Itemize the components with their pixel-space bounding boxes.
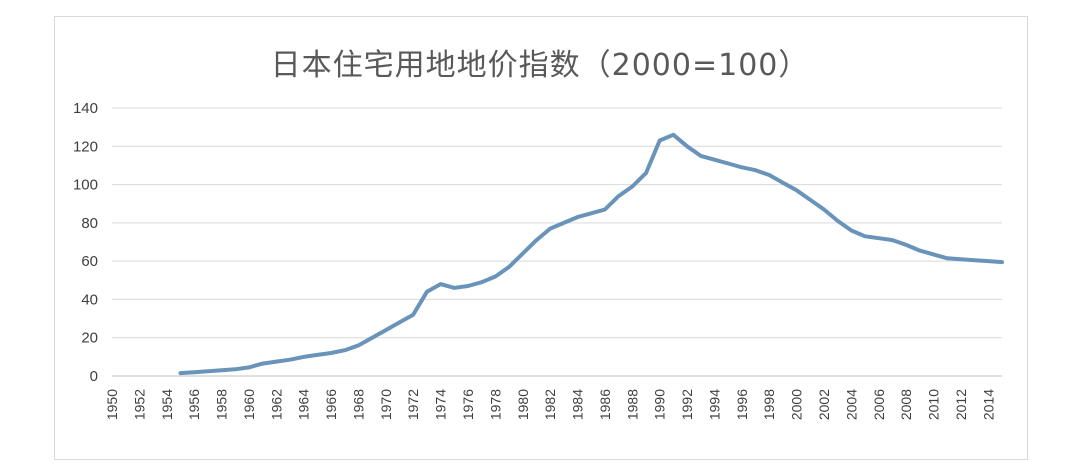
x-tick-label: 2014 (980, 389, 996, 420)
x-tick-label: 1964 (296, 389, 312, 420)
y-tick-label: 40 (81, 291, 98, 308)
y-tick-label: 20 (81, 330, 98, 347)
x-tick-label: 1986 (597, 389, 613, 420)
x-tick-label: 1980 (515, 389, 531, 420)
y-tick-label: 140 (73, 100, 98, 117)
x-tick-label: 1994 (706, 389, 722, 420)
x-tick-label: 1990 (652, 389, 668, 420)
y-tick-label: 80 (81, 215, 98, 232)
x-tick-label: 2000 (789, 389, 805, 420)
chart-title: 日本住宅用地地价指数（2000=100） (270, 48, 810, 83)
x-axis-ticks: 1950 1952 1954 1956 1958 1960 1962 1964 1966 1968… (104, 389, 996, 420)
x-tick-label: 1998 (761, 389, 777, 420)
x-tick-label: 1972 (405, 389, 421, 420)
y-axis-ticks: 0 20 40 60 80 100 120 140 (73, 100, 98, 385)
x-tick-label: 1974 (433, 389, 449, 420)
x-tick-label: 1988 (624, 389, 640, 420)
x-tick-label: 1954 (159, 389, 175, 420)
x-tick-label: 1992 (679, 389, 695, 420)
x-tick-label: 1968 (350, 389, 366, 420)
x-tick-label: 2008 (898, 389, 914, 420)
x-tick-label: 1984 (570, 389, 586, 420)
x-tick-label: 1996 (734, 389, 750, 420)
y-tick-label: 60 (81, 253, 98, 270)
series-lines (178, 132, 1004, 376)
x-tick-label: 2004 (843, 389, 859, 420)
x-tick-label: 1956 (186, 389, 202, 420)
x-tick-label: 1960 (241, 389, 257, 420)
x-tick-label: 2012 (953, 389, 969, 420)
y-tick-label: 120 (73, 138, 98, 155)
gridlines (112, 107, 1002, 377)
x-tick-label: 1970 (378, 389, 394, 420)
x-tick-label: 1962 (268, 389, 284, 420)
x-tick-label: 1978 (487, 389, 503, 420)
x-tick-label: 1952 (131, 389, 147, 420)
x-tick-label: 2010 (926, 389, 942, 420)
x-tick-label: 1958 (214, 389, 230, 420)
x-tick-label: 1976 (460, 389, 476, 420)
x-tick-label: 2002 (816, 389, 832, 420)
x-tick-label: 2006 (871, 389, 887, 420)
y-tick-label: 100 (73, 177, 98, 194)
x-tick-label: 1966 (323, 389, 339, 420)
x-tick-label: 1982 (542, 389, 558, 420)
y-tick-label: 0 (90, 368, 98, 385)
series-line (178, 132, 1004, 376)
x-tick-label: 1950 (104, 389, 120, 420)
